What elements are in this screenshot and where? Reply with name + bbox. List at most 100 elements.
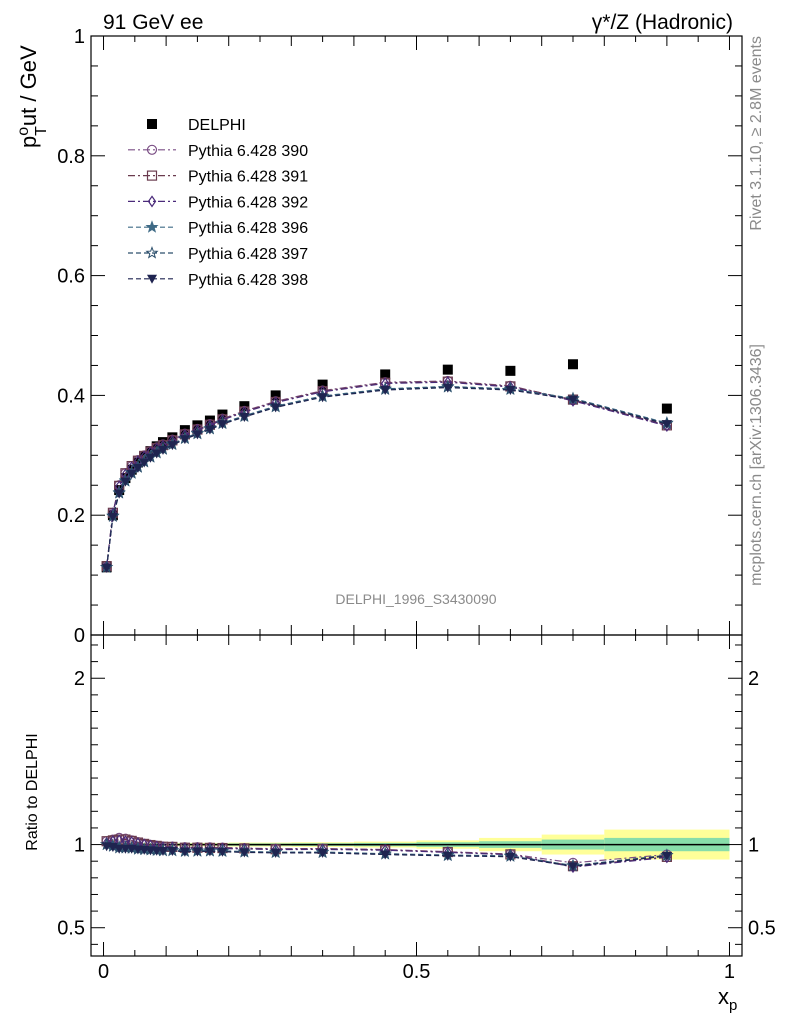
main-series-s390: [101, 375, 672, 572]
main-y-tick-label: 0: [74, 625, 85, 647]
main-data-point: [270, 390, 281, 401]
legend-marker: [146, 170, 158, 181]
main-series-s391: [101, 376, 672, 572]
x-label-sub: p: [729, 997, 737, 1014]
ratio-y-tick-label: 2: [74, 668, 85, 690]
main-data-point: [317, 379, 328, 390]
main-data-point: [661, 403, 672, 414]
ratio-data-point: [157, 847, 168, 857]
side-rivet-label: Rivet 3.1.10, ≥ 2.8M events: [748, 36, 765, 231]
ratio-data-point: [217, 847, 228, 857]
main-series-s398: [101, 383, 672, 573]
ratio-data-point: [317, 848, 328, 858]
x-tick-label: 1: [724, 961, 735, 983]
main-data-point: [114, 489, 125, 499]
ratio-data-point: [204, 847, 215, 857]
main-data-point: [167, 441, 178, 451]
main-data-point: [145, 453, 156, 463]
header-left-label: 91 GeV ee: [103, 11, 203, 34]
legend-label: Pythia 6.428 396: [188, 220, 308, 237]
main-data-point: [505, 386, 516, 396]
ratio-data-point: [120, 844, 131, 854]
legend-entry-s392: Pythia 6.428 392: [128, 194, 308, 211]
ratio-y-axis-label: Ratio to DELPHI: [24, 733, 41, 850]
main-series-line: [106, 385, 668, 568]
ratio-data-point: [567, 862, 578, 872]
main-data-point: [151, 449, 162, 459]
header-right-label: γ*/Z (Hadronic): [592, 11, 733, 34]
y-label-sup: o: [15, 127, 32, 136]
main-data-point: [661, 420, 672, 430]
main-data-point: [317, 393, 328, 403]
main-data-point: [380, 386, 391, 396]
ratio-data-point: [505, 852, 516, 862]
legend-label: Pythia 6.428 391: [188, 169, 308, 186]
main-data-point: [204, 425, 215, 435]
legend-marker: [147, 119, 157, 129]
legend-label: Pythia 6.428 398: [188, 272, 308, 289]
main-data-point: [217, 420, 228, 430]
side-mcplots-label: mcplots.cern.ch [arXiv:1306.3436]: [748, 344, 765, 586]
legend-label: Pythia 6.428 390: [188, 143, 308, 160]
legend-entry-data: DELPHI: [147, 117, 246, 134]
main-data-point: [107, 512, 118, 522]
main-data-point: [567, 359, 578, 370]
main-y-tick-label: 0.4: [57, 385, 85, 407]
ratio-data-point: [114, 844, 125, 854]
ratio-series-s398: [101, 842, 672, 872]
legend-marker: [147, 195, 157, 208]
ratio-data-point: [380, 850, 391, 860]
ratio-y-tick-label-right: 0.5: [748, 918, 776, 940]
main-series-line: [106, 380, 668, 567]
y-label-sub: T: [33, 126, 50, 136]
x-tick-label: 0.5: [403, 961, 431, 983]
main-series-line: [106, 381, 668, 567]
ratio-frame-border: [90, 634, 743, 957]
main-y-tick-label: 0.2: [57, 505, 85, 527]
legend-entry-s397: Pythia 6.428 397: [128, 246, 308, 263]
x-tick-label: 0: [98, 961, 109, 983]
legend-marker: [147, 274, 157, 284]
main-plot-area: 0 0.2 0.4 0.6 0.8 1: [57, 26, 743, 647]
ratio-data-point: [661, 852, 672, 862]
legend-entry-s391: Pythia 6.428 391: [128, 169, 308, 186]
ratio-data-point: [192, 847, 203, 857]
main-series-line: [106, 386, 668, 568]
ratio-plot-area: 0.5 0.5 1 1 2 2 0 0.5 1: [57, 634, 776, 983]
ratio-y-tick-label-right: 2: [748, 668, 759, 690]
main-data-point: [192, 430, 203, 440]
main-data-point: [132, 463, 143, 473]
main-data-point: [442, 383, 453, 393]
legend-label: DELPHI: [188, 117, 246, 134]
ratio-series-line: [106, 845, 667, 867]
main-data-point: [157, 445, 168, 455]
main-data-point: [505, 365, 516, 376]
main-data-point: [126, 469, 137, 479]
main-series-line: [106, 381, 668, 567]
main-data-point: [120, 477, 131, 487]
ratio-data-point: [442, 851, 453, 861]
main-y-axis-label: poTut / GeV: [15, 45, 50, 148]
x-label-x: x: [718, 984, 729, 1009]
x-axis-label: xp: [718, 984, 737, 1014]
legend-marker: [145, 246, 159, 259]
legend-entry-s398: Pythia 6.428 398: [128, 272, 308, 289]
main-series-line: [106, 387, 668, 568]
ratio-data-point: [167, 847, 178, 857]
main-y-tick-label: 0.6: [57, 266, 85, 288]
main-data-point: [380, 369, 391, 380]
ratio-y-tick-label: 0.5: [57, 918, 85, 940]
legend-label: Pythia 6.428 397: [188, 246, 308, 263]
main-data-point: [139, 458, 150, 468]
y-label-rest: ut / GeV: [16, 45, 41, 126]
legend-entry-s390: Pythia 6.428 390: [128, 143, 308, 160]
main-y-tick-label: 0.8: [57, 146, 85, 168]
legend-entry-s396: Pythia 6.428 396: [128, 220, 308, 237]
main-data-point: [179, 435, 190, 445]
y-label-p: p: [16, 136, 41, 148]
ratio-data-point: [179, 847, 190, 857]
legend: DELPHI Pythia 6.428 390 Pythia 6.428 391 Py…: [128, 117, 308, 289]
main-data-point: [442, 364, 453, 375]
ratio-data-point: [239, 848, 250, 858]
